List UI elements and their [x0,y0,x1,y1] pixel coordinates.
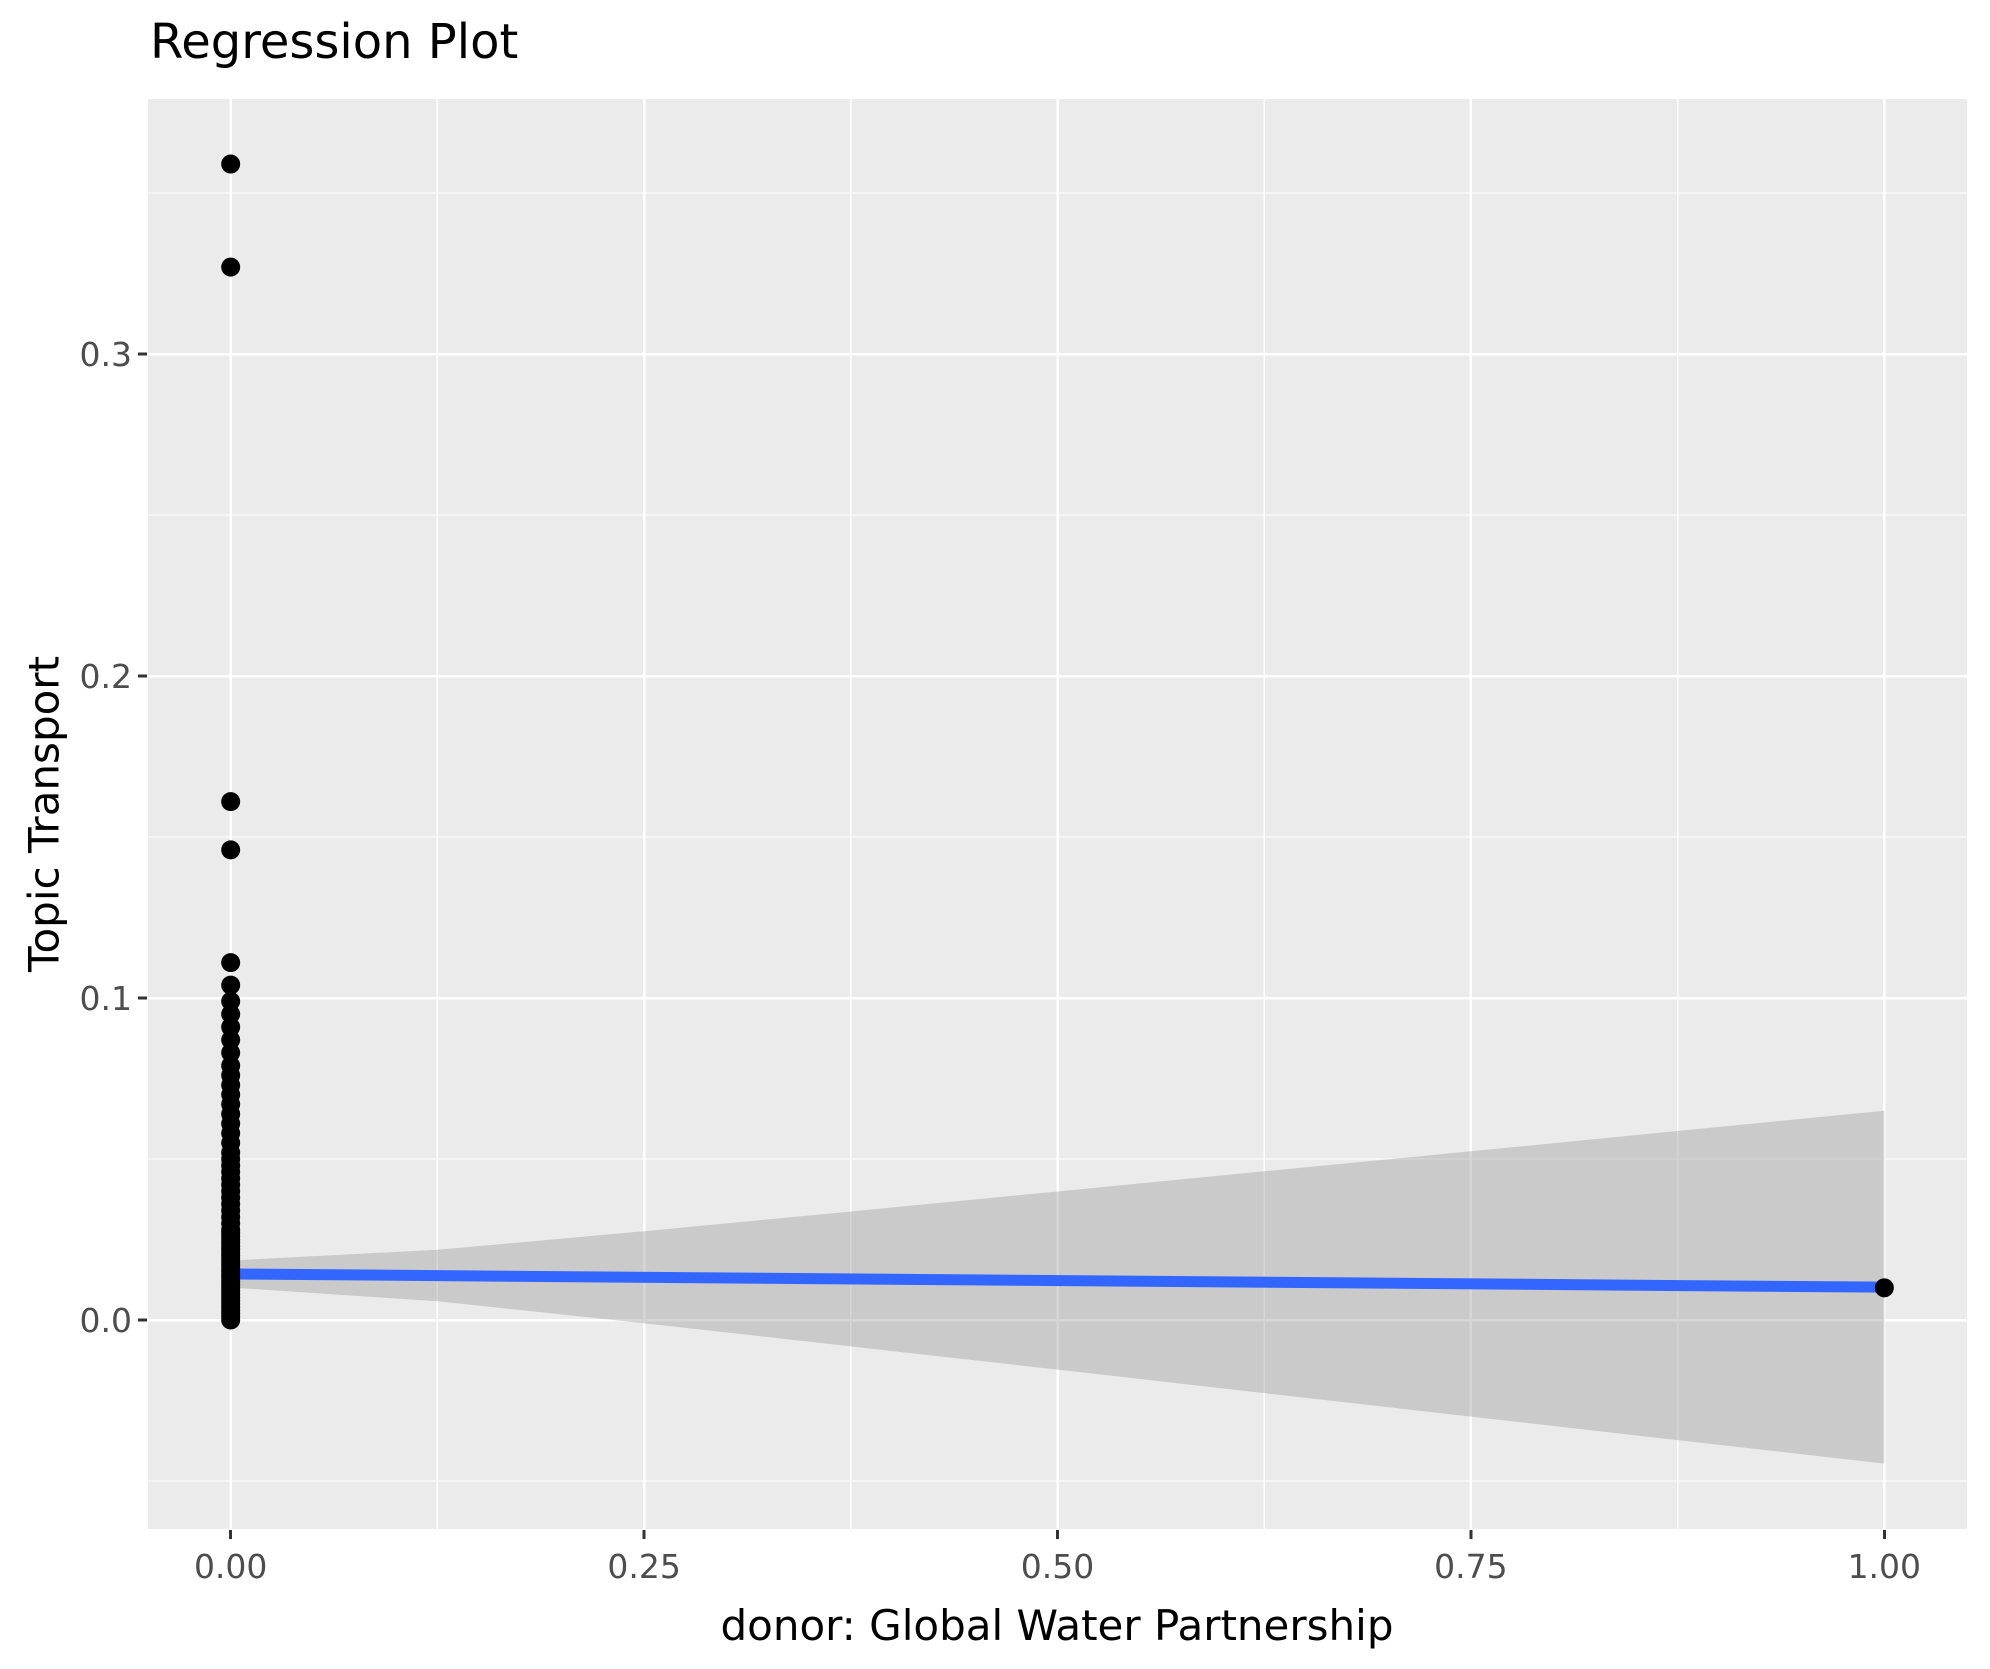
data-point [1874,1278,1894,1298]
x-tick-label: 0.00 [194,1547,267,1586]
y-tick-label: 0.2 [80,657,132,696]
data-point [221,840,241,860]
scatter-points [221,154,1894,1330]
data-point [221,953,241,973]
data-point [221,792,241,812]
x-tick-label: 0.25 [607,1547,680,1586]
x-tick-label: 0.75 [1434,1547,1507,1586]
confidence-band [230,1110,1885,1464]
y-tick-label: 0.0 [80,1301,132,1340]
axis-tick-marks [138,352,1886,1539]
x-axis-tick-labels: 0.00 0.25 0.50 0.75 1.00 [194,1547,1921,1586]
regression-line [230,1268,1885,1293]
data-point [221,1310,241,1330]
data-point [221,975,241,995]
data-point [221,154,241,174]
y-axis-tick-labels: 0.0 0.1 0.2 0.3 [80,335,132,1340]
x-tick-label: 1.00 [1848,1547,1921,1586]
x-axis-title: donor: Global Water Partnership [720,1601,1393,1650]
data-point [221,257,241,277]
y-axis-title: Topic Transport [20,656,69,973]
x-tick-label: 0.50 [1021,1547,1094,1586]
y-tick-label: 0.1 [80,979,132,1018]
y-tick-label: 0.3 [80,335,132,374]
plot-title: Regression Plot [150,14,518,70]
